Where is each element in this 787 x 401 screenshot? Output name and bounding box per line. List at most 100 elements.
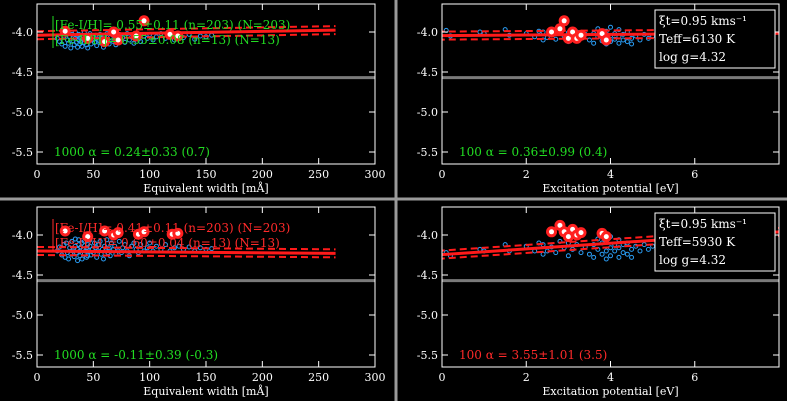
x-tick-label: 0 <box>34 168 41 181</box>
x-tick-label: 50 <box>86 168 100 181</box>
fe1-point <box>147 240 153 246</box>
fe2-point <box>558 15 570 27</box>
fe1-point <box>76 237 82 243</box>
fe1-point <box>75 258 81 264</box>
x-tick-label: 6 <box>691 371 698 384</box>
x-tick-label: 250 <box>308 371 329 384</box>
parameter-text: log g=4.32 <box>659 253 726 267</box>
fe1-point <box>553 250 559 256</box>
y-tick-label: -4.5 <box>12 269 33 282</box>
fe1-point <box>87 243 93 249</box>
fe2-point <box>575 29 587 41</box>
fe1-point <box>79 43 85 49</box>
x-tick-label: 300 <box>365 168 386 181</box>
fe2-point <box>99 36 111 48</box>
abundance-annotation: [Fe-II/H]= 0.60±0.04 (n=13) (N=13) <box>55 236 280 250</box>
fit-line <box>37 249 336 255</box>
x-tick-label: 300 <box>365 371 386 384</box>
fe1-point <box>616 40 622 46</box>
fe1-point <box>591 40 597 46</box>
abundance-annotation: [Fe-II/H]= 0.55±0.08 (n=13) (N=13) <box>55 33 280 47</box>
plot-area <box>37 225 375 283</box>
fe1-point <box>100 256 106 262</box>
fe2-point <box>172 30 184 42</box>
y-tick-label: -5.5 <box>417 146 438 159</box>
fe1-point <box>108 240 114 246</box>
fe1-point <box>616 254 622 260</box>
fe2-point <box>575 227 587 239</box>
fe1-point <box>104 237 110 243</box>
x-tick-label: 6 <box>691 168 698 181</box>
plot-area <box>442 15 779 80</box>
x-tick-label: 100 <box>139 371 160 384</box>
slope-label: 1000 α = -0.11±0.39 (-0.3) <box>54 348 218 362</box>
fe1-point <box>153 243 159 249</box>
fe1-point <box>79 256 85 262</box>
x-tick-label: 4 <box>607 371 614 384</box>
x-tick-label: 4 <box>607 168 614 181</box>
fe1-point <box>586 251 592 257</box>
x-tick-label: 100 <box>139 168 160 181</box>
fe1-point <box>629 41 635 47</box>
fe1-point <box>122 242 128 248</box>
slope-label: 1000 α = 0.24±0.33 (0.7) <box>54 145 210 159</box>
fe1-point <box>138 39 144 45</box>
y-tick-label: -4.0 <box>417 229 438 242</box>
fe1-point <box>66 40 72 46</box>
fe1-point <box>63 240 69 246</box>
parameter-box <box>654 9 776 69</box>
fe2-point <box>600 231 612 243</box>
fe1-point <box>608 253 613 259</box>
panel-bottom-left: 0 50 100 150 200 250 300 -4.0 -4.5 -5.0 -5.5 Equiva… <box>12 206 386 398</box>
fe1-point <box>66 256 72 262</box>
slope-label: 100 α = 0.36±0.99 (0.4) <box>459 145 607 159</box>
fe1-point <box>131 240 137 246</box>
fe1-point <box>75 44 81 50</box>
fe1-point <box>620 250 626 256</box>
y-tick-label: -5.0 <box>12 106 33 119</box>
panel-top-right: 0 2 4 6 -4.0 -4.5 -5.0 -5.5 Excitation potential… <box>417 3 780 195</box>
fe2-point <box>59 225 71 237</box>
fe2-point <box>172 227 184 239</box>
fe1-point <box>586 37 592 43</box>
fe1-point <box>138 242 144 248</box>
abundance-annotation: [Fe-I/H]= 0.55±0.11 (n=203) (N=203) <box>55 18 290 32</box>
fe1-point <box>62 43 68 49</box>
parameter-text: Teff=5930 K <box>659 235 736 249</box>
fe2-point <box>138 15 150 27</box>
fe1-point <box>186 244 192 250</box>
fe1-point <box>94 43 100 49</box>
fe1-point <box>624 251 630 257</box>
y-tick-label: -4.0 <box>12 229 33 242</box>
fit-band-lower <box>37 254 336 259</box>
x-tick-label: 150 <box>196 371 217 384</box>
fe1-point <box>162 242 168 248</box>
fe2-point <box>546 26 558 38</box>
fe1-point <box>612 248 618 254</box>
fe1-point <box>59 41 65 47</box>
panel-top-left: 0 50 100 150 200 250 300 -4.0 -4.5 -5.0 -5.5 Equiva… <box>12 3 386 195</box>
fe1-point <box>620 37 626 43</box>
fe2-point <box>59 25 71 37</box>
parameter-text: ξt=0.95 kms⁻¹ <box>659 14 747 28</box>
x-tick-label: 250 <box>308 168 329 181</box>
fit-band-upper <box>37 25 336 33</box>
fe1-point <box>91 240 97 246</box>
fe1-point <box>176 243 182 249</box>
x-tick-label: 2 <box>523 168 530 181</box>
fe2-point <box>546 226 558 238</box>
fe1-point <box>97 238 103 244</box>
panel-bottom-right: 0 2 4 6 -4.0 -4.5 -5.0 -5.5 Excitation potential… <box>417 206 780 398</box>
parameter-text: ξt=0.95 kms⁻¹ <box>659 217 747 231</box>
fe1-point <box>69 238 75 244</box>
x-axis-label: Excitation potential [eV] <box>542 385 678 398</box>
fe2-point <box>112 227 124 239</box>
panels: 0 50 100 150 200 250 300-4.0-4.5-5.0-5.5Equiva… <box>12 3 780 398</box>
fe1-point <box>565 253 571 259</box>
x-tick-label: 50 <box>86 371 100 384</box>
x-tick-label: 150 <box>196 168 217 181</box>
fe1-point <box>603 256 609 262</box>
fe2-point <box>82 231 94 243</box>
x-tick-label: 200 <box>252 371 273 384</box>
